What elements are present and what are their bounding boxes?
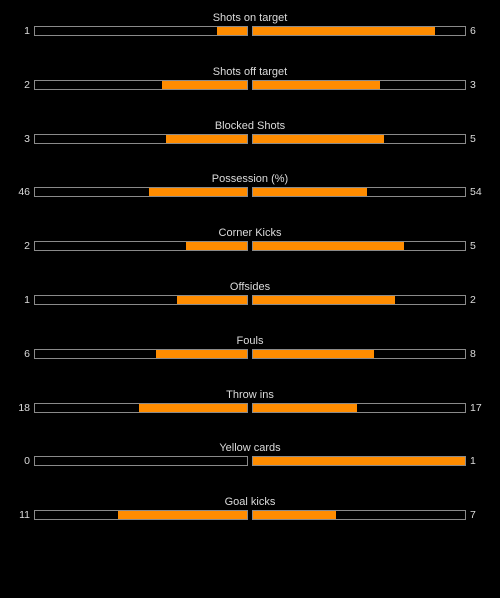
home-bar-track: [34, 402, 248, 413]
stat-label: Offsides: [229, 281, 271, 293]
away-value: 2: [470, 294, 476, 306]
home-value: 2: [24, 78, 30, 91]
home-bar-track: [34, 456, 248, 467]
away-value: 5: [470, 132, 476, 145]
stat-row: Yellow cards 0 1: [0, 441, 500, 471]
home-bar-fill: [162, 80, 247, 89]
away-value: 7: [470, 509, 476, 522]
stat-label: Shots off target: [212, 65, 288, 78]
stat-row: Possession (%) 46 54: [0, 172, 500, 202]
stat-row: Shots off target 2 3: [0, 65, 500, 95]
away-bar-fill: [253, 457, 465, 466]
away-bar-fill: [253, 296, 396, 304]
away-bar-fill: [253, 511, 336, 520]
away-bar-fill: [253, 27, 436, 35]
stat-row: Fouls 6 8: [0, 334, 500, 364]
home-bar-track: [34, 510, 248, 521]
away-bar-track: [252, 295, 466, 305]
home-bar-fill: [149, 188, 247, 197]
home-bar-fill: [138, 403, 247, 412]
stat-row: Offsides 1 2: [0, 280, 500, 310]
home-bar-fill: [117, 511, 247, 520]
home-bar-fill: [177, 296, 247, 304]
stat-label: Shots on target: [212, 12, 288, 24]
away-value: 54: [470, 186, 482, 199]
home-bar-track: [34, 348, 248, 359]
stat-label: Blocked Shots: [214, 119, 286, 132]
away-bar-track: [252, 510, 466, 521]
away-bar-fill: [253, 242, 404, 251]
stat-label: Possession (%): [211, 173, 289, 186]
away-bar-track: [252, 456, 466, 467]
home-bar-track: [34, 133, 248, 144]
home-value: 2: [24, 240, 30, 253]
home-bar-fill: [166, 134, 247, 143]
away-bar-track: [252, 348, 466, 359]
away-bar-fill: [253, 134, 385, 143]
stat-row: Corner Kicks 2 5: [0, 226, 500, 256]
home-value: 46: [18, 186, 30, 199]
away-bar-track: [252, 241, 466, 252]
home-value: 1: [24, 294, 30, 306]
home-value: 18: [18, 401, 30, 414]
home-value: 0: [24, 455, 30, 468]
away-value: 3: [470, 78, 476, 91]
home-bar-track: [34, 26, 248, 36]
home-bar-track: [34, 79, 248, 90]
home-value: 11: [19, 509, 30, 522]
away-bar-fill: [253, 403, 357, 412]
stat-row: Blocked Shots 3 5: [0, 119, 500, 149]
away-bar-track: [252, 187, 466, 198]
stat-label: Goal kicks: [224, 496, 276, 509]
home-value: 6: [24, 347, 30, 360]
stat-label: Throw ins: [226, 388, 274, 401]
away-bar-fill: [253, 188, 368, 197]
stat-row: Goal kicks 11 7: [0, 495, 500, 525]
away-value: 5: [470, 240, 476, 253]
away-value: 17: [470, 401, 482, 414]
home-bar-track: [34, 241, 248, 252]
away-value: 8: [470, 347, 476, 360]
away-value: 6: [470, 25, 476, 37]
away-bar-track: [252, 79, 466, 90]
away-bar-track: [252, 402, 466, 413]
stat-label: Yellow cards: [219, 442, 281, 455]
away-bar-track: [252, 133, 466, 144]
stat-label: Fouls: [236, 334, 264, 347]
home-bar-track: [34, 295, 248, 305]
home-bar-fill: [185, 242, 247, 251]
away-bar-track: [252, 26, 466, 36]
away-bar-fill: [253, 349, 374, 358]
stat-label: Corner Kicks: [218, 227, 282, 240]
away-value: 1: [470, 455, 476, 468]
home-bar-fill: [217, 27, 247, 35]
away-bar-fill: [253, 80, 381, 89]
home-bar-track: [34, 187, 248, 198]
home-bar-fill: [155, 349, 247, 358]
home-value: 3: [24, 132, 30, 145]
stat-row: Shots on target 1 6: [0, 11, 500, 41]
stat-row: Throw ins 18 17: [0, 388, 500, 418]
home-value: 1: [24, 25, 30, 37]
